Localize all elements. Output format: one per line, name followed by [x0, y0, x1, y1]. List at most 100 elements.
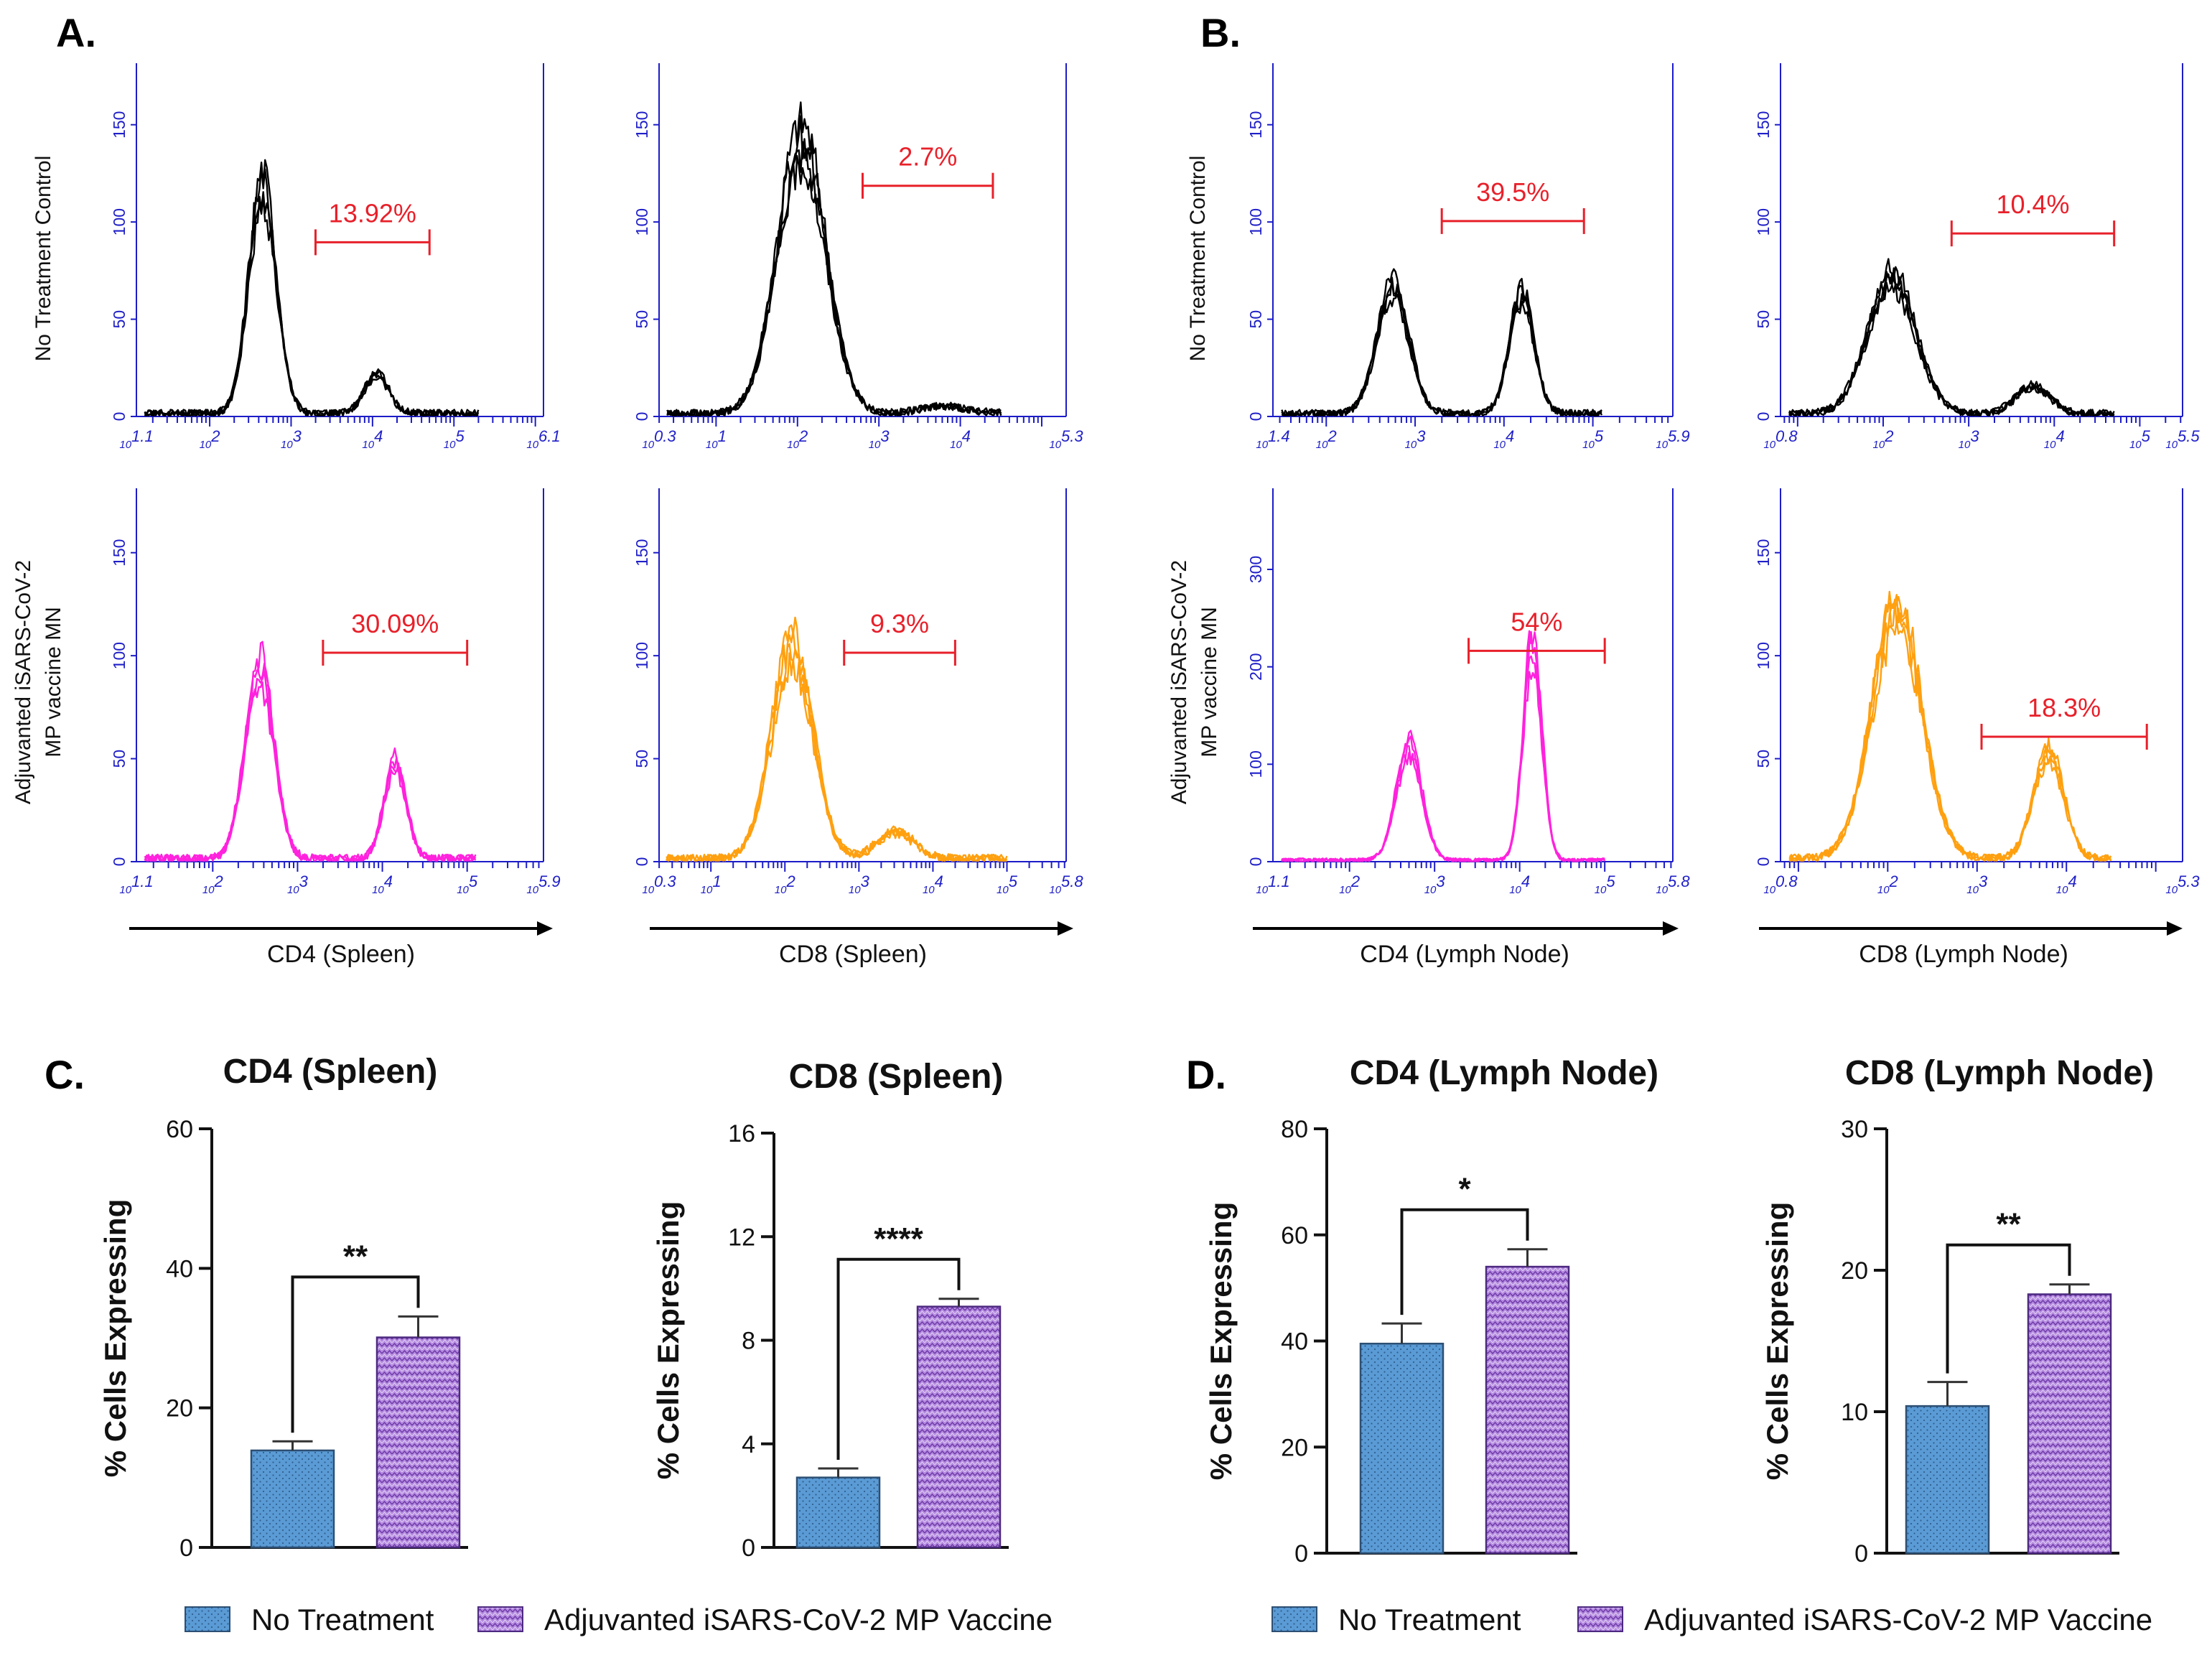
x-tick-label: 105.3 — [1049, 427, 1083, 451]
x-tick-label: 105.3 — [2165, 872, 2200, 896]
histogram-trace — [666, 652, 1007, 862]
legend-text-vaccine: Adjuvanted iSARS-CoV-2 MP Vaccine — [544, 1603, 1053, 1636]
histogram-trace — [144, 641, 476, 862]
x-tick-label: 102 — [775, 872, 795, 896]
histogram-trace — [1281, 281, 1602, 416]
bar-y-tick-label: 60 — [1281, 1222, 1308, 1249]
significance-stars: **** — [874, 1221, 923, 1257]
x-tick-label: 102 — [1877, 872, 1898, 896]
x-tick-label: 103 — [281, 427, 302, 451]
y-tick-label: 100 — [633, 642, 651, 669]
row-label-vaccine-b: Adjuvanted iSARS-CoV-2 MP vaccine MN — [1167, 560, 1221, 804]
histogram-trace — [1281, 665, 1605, 862]
x-tick-label: 105 — [1582, 427, 1604, 451]
x-tick-label: 103 — [1424, 872, 1446, 896]
y-tick-label: 100 — [1754, 208, 1773, 236]
x-tick-label: 102 — [787, 427, 808, 451]
x-label-cd8-spleen: CD8 (Spleen) — [779, 941, 927, 968]
histogram-trace — [144, 670, 477, 862]
x-tick-label: 101.4 — [1256, 427, 1289, 451]
y-tick-label: 50 — [633, 310, 651, 329]
bar-y-tick-label: 0 — [742, 1534, 755, 1562]
gate-percentage-label: 54% — [1511, 607, 1562, 636]
y-tick-label: 100 — [1246, 208, 1265, 236]
panel-label-d: D. — [1186, 1052, 1226, 1097]
histogram-b-vaccine-cd8: 0 50 100 150 100.8 102 103 104 105.3 18.3% — [1754, 488, 2200, 896]
bar-chart-cd4-spleen: CD4 (Spleen) % Cells Expressing 0 20 40 60 ** — [98, 1053, 468, 1562]
x-tick-label: 101 — [701, 872, 722, 896]
x-tick-label: 104 — [1509, 872, 1530, 896]
x-arrow-cd8-ln — [1759, 921, 2183, 936]
histogram-trace — [1788, 273, 2115, 416]
histogram-b-control-cd4: 0 50 100 150 101.4 102 103 104 105 105.9 39.5% — [1246, 63, 1690, 451]
row-label-control-a: No Treatment Control — [32, 156, 55, 362]
bar-y-tick-label: 40 — [1281, 1328, 1308, 1356]
bar-y-tick-label: 0 — [1294, 1540, 1308, 1568]
legend-swatch-control-right — [1271, 1606, 1317, 1632]
bar-y-tick-label: 8 — [742, 1328, 755, 1355]
bar-y-tick-label: 12 — [728, 1224, 755, 1251]
histogram-trace — [1281, 294, 1602, 416]
bar-y-tick-label: 4 — [742, 1431, 755, 1458]
x-arrow-cd8-spleen — [650, 921, 1073, 936]
histogram-trace — [144, 167, 479, 416]
gate-percentage-label: 13.92% — [329, 198, 416, 228]
y-tick-label: 0 — [110, 412, 129, 422]
y-tick-label: 150 — [633, 111, 651, 139]
x-tick-label: 102 — [1873, 427, 1894, 451]
y-tick-label: 50 — [633, 750, 651, 768]
histogram-trace — [1281, 630, 1606, 862]
histogram-trace — [1788, 258, 2115, 416]
gate-percentage-label: 2.7% — [898, 142, 957, 172]
x-tick-label: 102 — [1316, 427, 1337, 451]
x-tick-label: 103 — [1959, 427, 1980, 451]
row-label-vaccine-a-line1: Adjuvanted iSARS-CoV-2 — [11, 560, 35, 804]
bar-y-axis-label: % Cells Expressing — [1204, 1202, 1238, 1481]
bar-chart-title: CD8 (Lymph Node) — [1845, 1054, 2154, 1092]
y-tick-label: 50 — [1754, 750, 1773, 768]
x-tick-label: 100.3 — [642, 427, 676, 451]
bar-y-tick-label: 16 — [728, 1120, 755, 1147]
y-tick-label: 0 — [1754, 857, 1773, 867]
bar-y-tick-label: 80 — [1281, 1116, 1308, 1143]
y-tick-label: 100 — [110, 208, 129, 236]
x-tick-label: 104 — [923, 872, 943, 896]
x-tick-label: 105.8 — [1656, 872, 1690, 896]
y-tick-label: 0 — [1246, 857, 1265, 867]
bar-y-tick-label: 40 — [166, 1255, 193, 1282]
x-tick-label: 105.9 — [1656, 427, 1689, 451]
bar-y-tick-label: 30 — [1841, 1116, 1868, 1143]
x-tick-label: 105 — [457, 872, 478, 896]
histogram-trace — [666, 643, 1008, 862]
significance-bracket — [1400, 1208, 1529, 1315]
x-tick-label: 101.1 — [119, 427, 153, 451]
y-tick-label: 0 — [1754, 412, 1773, 422]
bar-chart-title: CD4 (Lymph Node) — [1350, 1054, 1658, 1092]
histogram-trace — [1281, 630, 1605, 862]
histogram-a-control-cd8: 0 50 100 150 100.3 101 102 103 104 105.3 2.7% — [633, 63, 1083, 451]
bar-vaccine — [2027, 1293, 2112, 1555]
x-tick-label: 103 — [869, 427, 890, 451]
y-tick-label: 100 — [633, 208, 651, 236]
gate-percentage-label: 10.4% — [1996, 190, 2069, 219]
x-tick-label: 105.5 — [2165, 427, 2200, 451]
row-label-vaccine-a-line2: MP vaccine MN — [42, 607, 65, 758]
histogram-trace — [144, 681, 477, 862]
bar-y-tick-label: 10 — [1841, 1399, 1868, 1426]
x-tick-label: 101.1 — [1256, 872, 1289, 896]
histogram-b-vaccine-cd4: 0 100 200 300 101.1 102 103 104 105 105.8 54% — [1246, 488, 1690, 896]
y-tick-label: 0 — [633, 412, 651, 422]
y-tick-label: 50 — [1246, 310, 1265, 329]
y-tick-label: 150 — [633, 539, 651, 567]
x-tick-label: 101 — [706, 427, 727, 451]
row-label-vaccine-b-line1: Adjuvanted iSARS-CoV-2 — [1167, 560, 1191, 804]
significance-bracket — [1946, 1243, 2071, 1374]
legend-text-control: No Treatment — [251, 1603, 434, 1636]
bar-y-tick-label: 20 — [1281, 1434, 1308, 1461]
panel-label-c: C. — [45, 1052, 85, 1097]
histogram-b-control-cd8: 0 50 100 150 100.8 102 103 104 105 105.5 10.4% — [1754, 63, 2200, 451]
bar-no-treatment — [250, 1449, 335, 1549]
panel-label-b: B. — [1200, 10, 1241, 55]
x-tick-label: 105.9 — [526, 872, 560, 896]
bar-y-tick-label: 20 — [166, 1395, 193, 1422]
